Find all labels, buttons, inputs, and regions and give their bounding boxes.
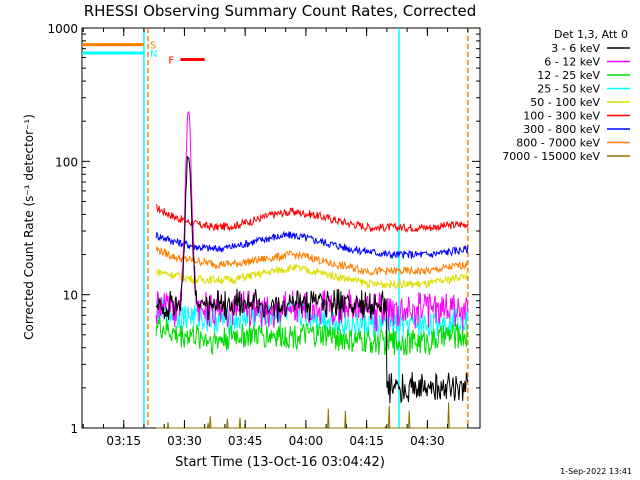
x-axis-label: Start Time (13-Oct-16 03:04:42)	[175, 455, 385, 470]
legend-label-2: 12 - 25 keV	[537, 69, 600, 82]
x-tick-label-1: 03:30	[167, 434, 202, 448]
legend-label-6: 300 - 800 keV	[523, 123, 600, 136]
series-line-7	[155, 155, 469, 404]
series-group	[155, 110, 469, 429]
y-tick-label-0: 1	[70, 422, 78, 436]
chart-title: RHESSI Observing Summary Count Rates, Co…	[84, 2, 477, 20]
series-line-8	[156, 402, 468, 429]
x-tick-label-5: 04:30	[410, 434, 445, 448]
legend-label-4: 50 - 100 keV	[530, 96, 600, 109]
y-tick-label-2: 100	[55, 155, 78, 169]
flags-group: SNF	[82, 41, 205, 67]
y-tick-label-3: 1000	[47, 22, 78, 36]
x-axis: 03:15 03:30 03:45 04:00 04:15 04:30	[82, 28, 469, 448]
legend-label-5: 100 - 300 keV	[523, 110, 600, 123]
flag-label-0: S	[150, 41, 156, 52]
y-axis: 1 10 100 1000	[47, 22, 480, 436]
y-tick-label-1: 10	[63, 289, 78, 303]
flag-label-1: N	[150, 49, 157, 60]
flag-label-2: F	[168, 56, 174, 67]
series-line-0	[156, 204, 469, 233]
legend-label-7: 800 - 7000 keV	[516, 137, 600, 150]
series-line-3	[155, 263, 469, 290]
x-tick-label-3: 04:00	[289, 434, 324, 448]
x-tick-label-4: 04:15	[349, 434, 384, 448]
legend-label-3: 25 - 50 keV	[537, 83, 600, 96]
legend-label-0: 3 - 6 keV	[551, 42, 600, 55]
x-tick-label-2: 03:45	[228, 434, 263, 448]
series-line-2	[155, 245, 469, 277]
footer-date: 1-Sep-2022 13:41	[560, 467, 632, 476]
x-tick-label-0: 03:15	[106, 434, 141, 448]
legend-label-8: 7000 - 15000 keV	[502, 150, 600, 163]
legend-header: Det 1,3, Att 0	[554, 28, 628, 41]
y-axis-label: Corrected Count Rate (s⁻¹ detector⁻¹)	[22, 114, 36, 340]
series-line-1	[155, 230, 469, 260]
legend-label-1: 6 - 12 keV	[544, 56, 600, 69]
series-line-5	[155, 315, 469, 356]
